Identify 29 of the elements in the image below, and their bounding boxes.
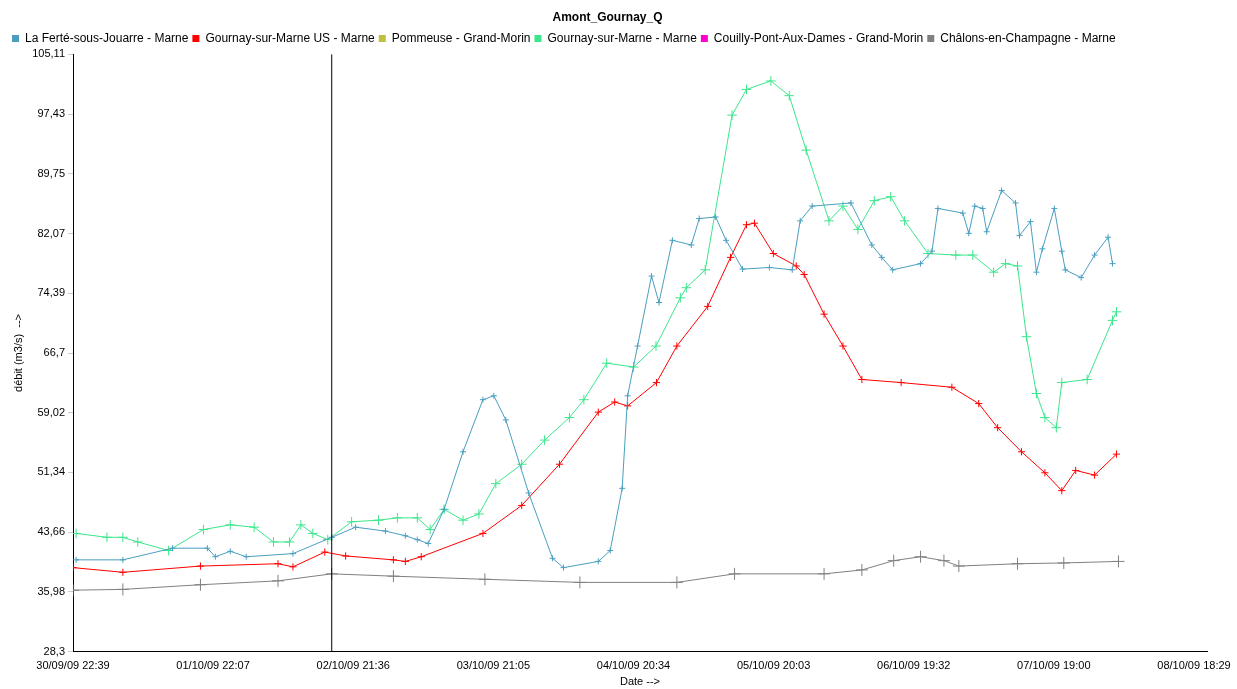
legend-label: Châlons-en-Champagne - Marne: [940, 30, 1117, 45]
y-tick-label: 74,39: [37, 286, 66, 299]
y-tick-label: 105,11: [32, 47, 66, 60]
y-tick-label: 28,3: [43, 644, 66, 657]
y-tick-label: 35,98: [37, 584, 66, 597]
legend-label: Pommeuse - Grand-Morin: [391, 30, 531, 45]
x-tick-label: 02/10/09 21:36: [316, 659, 390, 672]
y-tick-label: 66,7: [43, 346, 66, 359]
y-tick-label: 51,34: [37, 465, 66, 478]
x-tick-label: 07/10/09 19:00: [1017, 659, 1091, 672]
y-tick-label: 82,07: [37, 226, 66, 239]
x-tick-label: 01/10/09 22:07: [176, 659, 250, 672]
y-axis-title: débit (m3/s) -->: [11, 314, 24, 392]
legend-label: Gournay-sur-Marne - Marne: [547, 30, 698, 45]
x-tick-label: 30/09/09 22:39: [36, 659, 110, 672]
legend-label: La Ferté-sous-Jouarre - Marne: [25, 30, 189, 45]
legend-label: Couilly-Pont-Aux-Dames - Grand-Morin: [713, 30, 924, 45]
chart-title: Amont_Gournay_Q: [552, 9, 663, 24]
x-tick-label: 04/10/09 20:34: [596, 659, 671, 672]
x-tick-label: 05/10/09 20:03: [736, 659, 811, 672]
x-tick-label: 08/10/09 18:29: [1157, 659, 1231, 672]
legend-label: Gournay-sur-Marne US - Marne: [205, 30, 376, 45]
x-tick-label: 06/10/09 19:32: [877, 659, 951, 672]
x-axis-title: Date -->: [619, 675, 661, 688]
y-tick-label: 59,02: [37, 405, 66, 418]
y-tick-label: 97,43: [37, 107, 66, 120]
y-tick-label: 89,75: [37, 166, 66, 179]
x-tick-label: 03/10/09 21:05: [456, 659, 531, 672]
y-tick-label: 43,66: [37, 525, 66, 538]
